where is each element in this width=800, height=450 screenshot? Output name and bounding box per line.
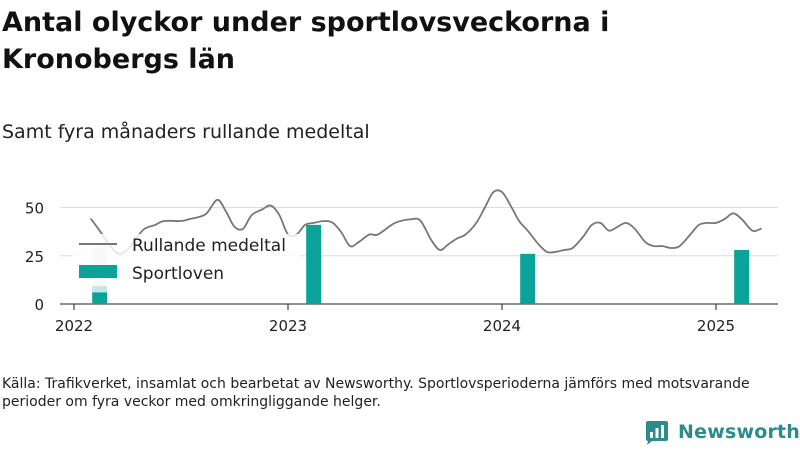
sportlov-bar: [734, 249, 750, 304]
newsworthy-logo-text: Newsworthy: [678, 421, 800, 443]
chart-title: Antal olyckor under sportlovsveckorna i …: [2, 7, 610, 75]
legend: Rullande medeltal Sportloven: [72, 234, 300, 286]
newsworthy-logo-icon: [646, 421, 668, 445]
y-axis-ticks: 0 25 50: [25, 200, 44, 315]
legend-bar-label: Sportloven: [132, 264, 224, 284]
sportlov-bars: [92, 224, 750, 304]
source-note: Källa: Trafikverket, insamlat och bearbe…: [2, 376, 750, 410]
sportlov-bar: [306, 224, 322, 304]
accident-chart: 0 25 50 2022 2023 2024 2025 Rullande medeltal…: [25, 189, 778, 335]
rolling-average-path: [90, 189, 762, 255]
y-tick-label: 25: [25, 248, 44, 266]
x-tick-label: 2024: [483, 317, 521, 335]
x-tick-label: 2022: [55, 317, 93, 335]
newsworthy-logo: Newsworthy: [644, 419, 800, 445]
x-tick-label: 2023: [269, 317, 307, 335]
rolling-average-line: [90, 189, 762, 255]
sportlov-bar: [520, 253, 536, 304]
y-tick-label: 50: [25, 200, 44, 218]
sportlov-bar: [92, 292, 108, 304]
x-axis-ticks: 2022 2023 2024 2025: [55, 304, 735, 335]
legend-bar-swatch: [79, 265, 117, 278]
legend-line-label: Rullande medeltal: [132, 236, 286, 256]
y-tick-label: 0: [34, 296, 44, 314]
x-tick-label: 2025: [697, 317, 735, 335]
chart-subtitle: Samt fyra månaders rullande medeltal: [2, 121, 370, 143]
